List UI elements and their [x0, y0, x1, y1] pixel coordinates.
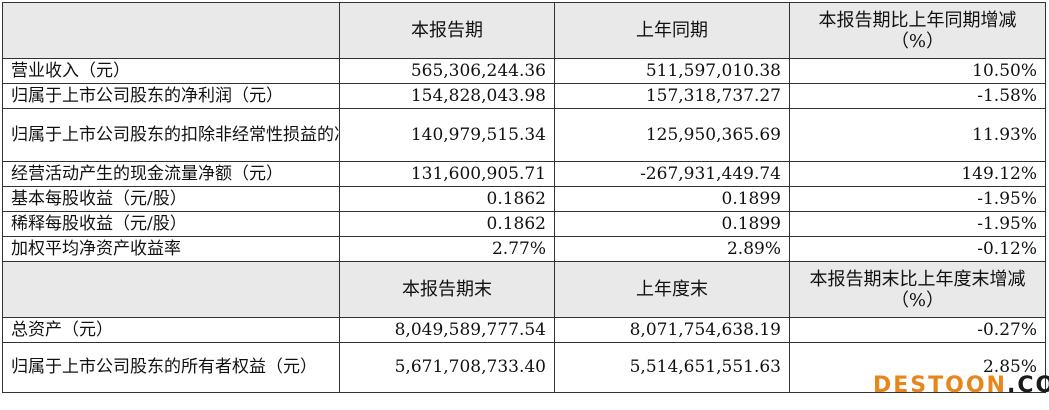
row-change: -0.27% [789, 317, 1046, 343]
table-row: 归属于上市公司股东的净利润（元） 154,828,043.98 157,318,… [2, 83, 1046, 109]
table-row: 稀释每股收益（元/股） 0.1862 0.1899 -1.95% [2, 211, 1046, 237]
row-prior: 2.89% [554, 236, 790, 262]
row-current: 2.77% [339, 236, 555, 262]
header-change: 本报告期末比上年度末增减 （%） [789, 261, 1046, 318]
row-label: 稀释每股收益（元/股） [2, 211, 340, 237]
header-period-end: 本报告期末 [339, 261, 555, 318]
row-current: 154,828,043.98 [339, 83, 555, 109]
row-current: 8,049,589,777.54 [339, 317, 555, 343]
header-current-period: 本报告期 [339, 2, 555, 59]
header-change-line1: 本报告期末比上年度末增减 [809, 268, 1026, 290]
table-row: 归属于上市公司股东的所有者权益（元） 5,671,708,733.40 5,51… [2, 342, 1046, 393]
header-blank-cell [2, 2, 340, 59]
row-prior: 8,071,754,638.19 [554, 317, 790, 343]
header-prior-period: 上年同期 [554, 2, 790, 59]
row-label: 加权平均净资产收益率 [2, 236, 340, 262]
row-current: 5,671,708,733.40 [339, 342, 555, 393]
watermark-text-main: DESTOON [873, 373, 1007, 398]
table-header-row: 本报告期 上年同期 本报告期比上年同期增减 （%） [2, 2, 1046, 59]
row-prior: 157,318,737.27 [554, 83, 790, 109]
watermark-text-suffix: .COM [1006, 373, 1049, 398]
row-prior: 5,514,651,551.63 [554, 342, 790, 393]
table-row: 营业收入（元） 565,306,244.36 511,597,010.38 10… [2, 58, 1046, 84]
header-change-line2: （%） [890, 30, 945, 52]
row-current: 0.1862 [339, 211, 555, 237]
row-prior: 511,597,010.38 [554, 58, 790, 84]
financial-table: 本报告期 上年同期 本报告期比上年同期增减 （%） 营业收入（元） 565,30… [2, 2, 1046, 393]
row-change: 149.12% [789, 161, 1046, 187]
table-row: 经营活动产生的现金流量净额（元） 131,600,905.71 -267,931… [2, 161, 1046, 187]
row-prior: -267,931,449.74 [554, 161, 790, 187]
row-change: -0.12% [789, 236, 1046, 262]
row-label: 营业收入（元） [2, 58, 340, 84]
row-prior: 125,950,365.69 [554, 108, 790, 162]
row-current: 0.1862 [339, 186, 555, 212]
row-change: 10.50% [789, 58, 1046, 84]
row-change: -1.58% [789, 83, 1046, 109]
header-prior-year-end: 上年度末 [554, 261, 790, 318]
row-current: 140,979,515.34 [339, 108, 555, 162]
header-change-line2: （%） [890, 289, 945, 311]
table-row: 归属于上市公司股东的扣除非经常性损益的净利润（元） 140,979,515.34… [2, 108, 1046, 162]
header-change-line1: 本报告期比上年同期增减 [818, 9, 1017, 31]
row-change: 2.85% [789, 342, 1046, 393]
row-label: 归属于上市公司股东的净利润（元） [2, 83, 340, 109]
row-change: -1.95% [789, 186, 1046, 212]
table-row: 基本每股收益（元/股） 0.1862 0.1899 -1.95% [2, 186, 1046, 212]
watermark-logo: DESTOON.COM [873, 373, 1049, 398]
row-prior: 0.1899 [554, 211, 790, 237]
row-label: 归属于上市公司股东的扣除非经常性损益的净利润（元） [2, 108, 340, 162]
row-change: -1.95% [789, 211, 1046, 237]
table-header-row: 本报告期末 上年度末 本报告期末比上年度末增减 （%） [2, 261, 1046, 318]
header-blank-cell [2, 261, 340, 318]
table-row: 加权平均净资产收益率 2.77% 2.89% -0.12% [2, 236, 1046, 262]
row-change: 11.93% [789, 108, 1046, 162]
row-current: 131,600,905.71 [339, 161, 555, 187]
row-label: 归属于上市公司股东的所有者权益（元） [2, 342, 340, 393]
header-change: 本报告期比上年同期增减 （%） [789, 2, 1046, 59]
row-label: 基本每股收益（元/股） [2, 186, 340, 212]
row-current: 565,306,244.36 [339, 58, 555, 84]
row-prior: 0.1899 [554, 186, 790, 212]
row-label: 总资产（元） [2, 317, 340, 343]
row-label: 经营活动产生的现金流量净额（元） [2, 161, 340, 187]
table-row: 总资产（元） 8,049,589,777.54 8,071,754,638.19… [2, 317, 1046, 343]
